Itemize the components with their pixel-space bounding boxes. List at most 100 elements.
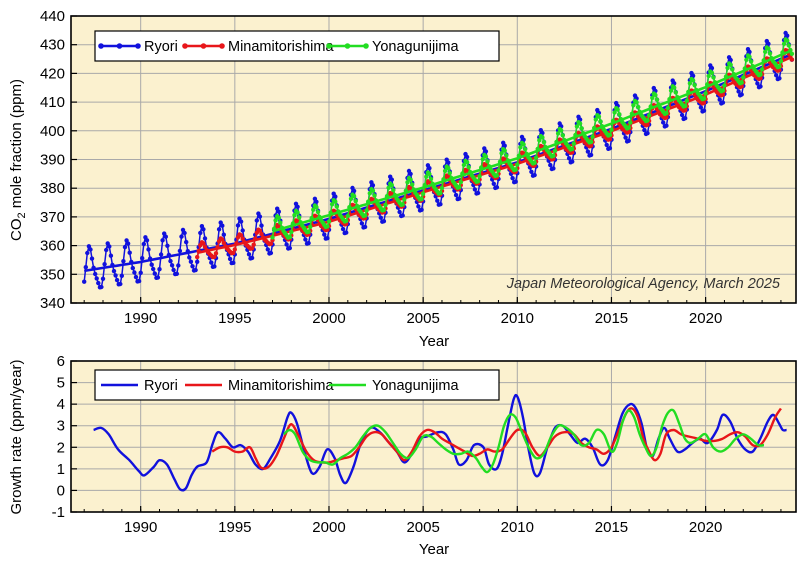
monthly-point-ryori: [690, 73, 696, 79]
monthly-point-yonagunijima: [410, 182, 415, 187]
monthly-point-yonagunijima: [650, 95, 655, 101]
monthly-point-ryori: [785, 33, 790, 38]
monthly-point-ryori: [314, 199, 319, 204]
monthly-point-ryori: [108, 253, 114, 258]
y-tick-label: 360: [40, 238, 65, 255]
monthly-point-yonagunijima: [540, 135, 545, 140]
monthly-point-yonagunijima: [348, 196, 354, 201]
monthly-point-ryori: [227, 256, 233, 262]
legend-item-yonagunijima: Yonagunijima: [329, 378, 459, 394]
monthly-point-minamitorishima: [231, 250, 236, 256]
monthly-point-ryori: [132, 270, 137, 275]
monthly-point-yonagunijima: [615, 107, 620, 112]
monthly-point-ryori: [118, 281, 123, 287]
growth-ticks: [71, 360, 782, 513]
monthly-point-ryori: [513, 179, 518, 184]
agency-credit: Japan Meteorological Agency, March 2025: [506, 276, 781, 292]
monthly-point-yonagunijima: [672, 85, 677, 90]
monthly-point-ryori: [99, 284, 104, 290]
monthly-point-ryori: [400, 213, 405, 218]
monthly-point-ryori: [276, 209, 281, 214]
monthly-point-ryori: [193, 267, 198, 273]
monthly-point-yonagunijima: [741, 75, 746, 80]
monthly-point-ryori: [111, 268, 117, 274]
monthly-point-ryori: [107, 244, 112, 249]
y-tick-label: 2: [57, 439, 65, 456]
monthly-point-ryori: [604, 142, 609, 148]
monthly-point-ryori: [136, 278, 142, 284]
monthly-point-ryori: [231, 260, 236, 265]
monthly-point-yonagunijima: [617, 112, 622, 117]
monthly-point-yonagunijima: [457, 185, 462, 190]
monthly-point-ryori: [502, 143, 507, 148]
monthly-point-yonagunijima: [598, 119, 603, 124]
monthly-point-yonagunijima: [560, 133, 565, 138]
monthly-point-yonagunijima: [345, 213, 350, 219]
monthly-point-ryori: [419, 207, 424, 212]
monthly-point-ryori: [141, 241, 146, 247]
monthly-point-yonagunijima: [664, 110, 669, 116]
monthly-point-ryori: [93, 271, 98, 277]
monthly-point-yonagunijima: [711, 75, 716, 80]
legend-marker: [116, 43, 123, 49]
monthly-point-ryori: [221, 232, 226, 237]
monthly-point-yonagunijima: [386, 185, 391, 190]
monthly-point-yonagunijima: [292, 212, 297, 218]
monthly-point-ryori: [739, 92, 744, 97]
co2-series: [82, 30, 795, 290]
monthly-point-yonagunijima: [502, 148, 507, 153]
monthly-point-yonagunijima: [626, 125, 631, 130]
monthly-point-yonagunijima: [532, 160, 537, 165]
monthly-point-ryori: [566, 156, 572, 161]
y-tick-label: 6: [57, 353, 65, 370]
y-tick-label: 5: [57, 375, 65, 392]
monthly-point-yonagunijima: [631, 103, 636, 108]
monthly-point-yonagunijima: [400, 202, 405, 207]
co2-y-axis-label-sub: 2: [16, 212, 28, 218]
monthly-point-ryori: [198, 230, 203, 236]
monthly-point-yonagunijima: [654, 97, 660, 102]
monthly-point-yonagunijima: [684, 98, 689, 103]
monthly-point-ryori: [295, 204, 300, 209]
monthly-point-yonagunijima: [725, 65, 730, 71]
monthly-point-yonagunijima: [442, 168, 448, 174]
monthly-point-ryori: [378, 215, 383, 220]
monthly-point-ryori: [453, 192, 459, 198]
monthly-point-yonagunijima: [579, 126, 584, 131]
monthly-point-yonagunijima: [653, 92, 658, 98]
monthly-point-yonagunijima: [480, 157, 485, 162]
monthly-point-yonagunijima: [499, 151, 504, 156]
monthly-point-ryori: [96, 280, 101, 286]
monthly-point-ryori: [510, 176, 515, 181]
monthly-point-yonagunijima: [329, 202, 335, 207]
monthly-point-ryori: [325, 236, 330, 241]
monthly-point-ryori: [195, 259, 200, 264]
monthly-point-minamitorishima: [257, 228, 263, 233]
series-yonagunijima: [270, 37, 795, 240]
y-tick-label: 0: [57, 482, 65, 499]
monthly-point-ryori: [177, 248, 183, 254]
monthly-point-ryori: [165, 243, 170, 248]
legend-item-ryori: Ryori: [101, 378, 178, 394]
monthly-point-ryori: [446, 160, 451, 165]
legend-label: Minamitorishima: [228, 378, 334, 394]
monthly-point-ryori: [645, 131, 650, 136]
co2-y-tick-labels: 340 350 360 370 380 390 400 410 420 430 440: [40, 8, 65, 312]
monthly-point-ryori: [104, 247, 109, 253]
monthly-point-ryori: [209, 260, 214, 265]
monthly-point-ryori: [246, 252, 252, 257]
monthly-point-yonagunijima: [687, 81, 693, 86]
monthly-point-ryori: [344, 230, 349, 235]
monthly-point-ryori: [626, 138, 631, 143]
monthly-point-ryori: [138, 270, 143, 275]
monthly-point-ryori: [642, 127, 647, 133]
monthly-point-yonagunijima: [590, 134, 595, 139]
monthly-point-ryori: [160, 238, 165, 243]
monthly-point-ryori: [683, 116, 688, 121]
monthly-point-yonagunijima: [747, 54, 752, 59]
monthly-point-ryori: [551, 166, 556, 171]
monthly-point-ryori: [133, 274, 139, 280]
monthly-point-yonagunijima: [537, 138, 542, 143]
monthly-point-ryori: [259, 223, 264, 228]
monthly-point-yonagunijima: [504, 153, 509, 158]
